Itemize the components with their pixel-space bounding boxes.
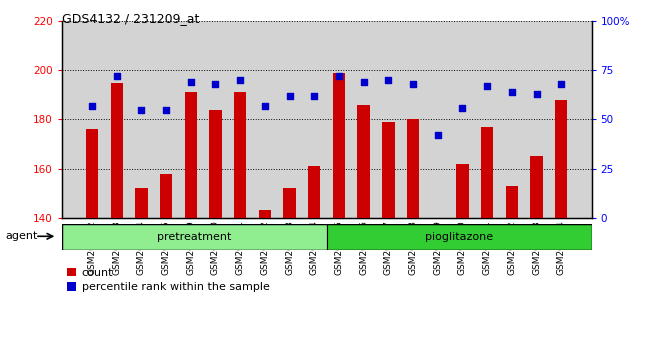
Point <box>506 89 517 95</box>
Bar <box>456 164 469 218</box>
Bar <box>283 188 296 218</box>
Legend: count, percentile rank within the sample: count, percentile rank within the sample <box>68 268 270 292</box>
Bar <box>382 122 395 218</box>
Text: GDS4132 / 231209_at: GDS4132 / 231209_at <box>62 12 199 25</box>
Point <box>556 81 566 87</box>
Point <box>358 79 369 85</box>
Point <box>333 73 344 79</box>
Text: pioglitazone: pioglitazone <box>425 232 493 242</box>
Bar <box>86 129 98 218</box>
Point <box>285 93 295 99</box>
Bar <box>135 188 148 218</box>
Point <box>211 81 221 87</box>
Point <box>482 83 492 89</box>
Bar <box>234 92 246 218</box>
Point <box>531 91 541 97</box>
FancyBboxPatch shape <box>326 224 592 250</box>
Bar <box>308 166 320 218</box>
Point <box>383 77 393 83</box>
Point <box>309 93 320 99</box>
Text: agent: agent <box>5 232 38 241</box>
FancyBboxPatch shape <box>62 224 326 250</box>
Text: pretreatment: pretreatment <box>157 232 231 242</box>
Bar <box>530 156 543 218</box>
Point <box>87 103 98 109</box>
Bar <box>407 119 419 218</box>
Bar <box>259 210 271 218</box>
Point <box>432 132 443 138</box>
Point <box>186 79 196 85</box>
Bar <box>481 127 493 218</box>
Bar <box>209 110 222 218</box>
Bar <box>333 73 345 218</box>
Point <box>457 105 467 110</box>
Bar <box>555 100 567 218</box>
Bar <box>506 186 518 218</box>
Point <box>112 73 122 79</box>
Bar <box>111 82 123 218</box>
Point <box>161 107 172 113</box>
Bar <box>358 105 370 218</box>
Point <box>260 103 270 109</box>
Bar <box>160 173 172 218</box>
Bar <box>185 92 197 218</box>
Point <box>235 77 246 83</box>
Point <box>136 107 147 113</box>
Point <box>408 81 418 87</box>
